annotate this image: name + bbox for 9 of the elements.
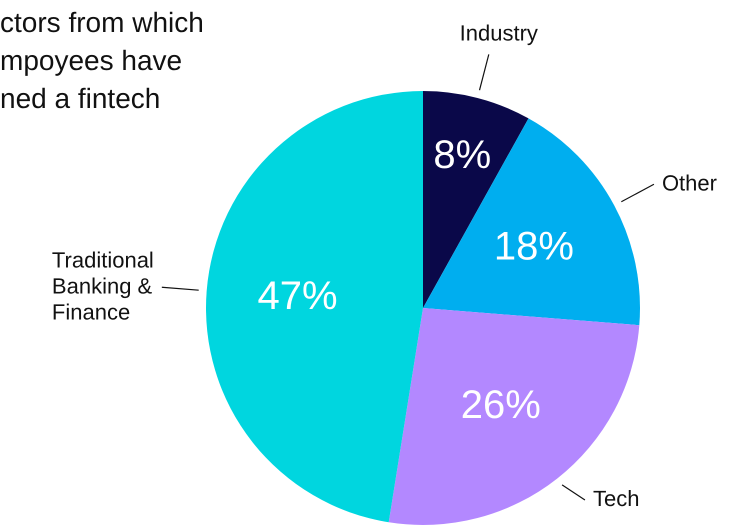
slice-label: Tech [592, 486, 640, 512]
slice-label: Traditional Banking & Finance [52, 247, 154, 324]
data-label: 18% [494, 224, 574, 269]
data-label: 8% [433, 132, 492, 177]
data-label: 47% [258, 274, 338, 318]
data-label: 26% [460, 382, 541, 427]
slice-label: Industry [460, 20, 538, 46]
slice-label: Other [662, 170, 717, 196]
text: ctors from which mpoyees have ned a fintech [0, 6, 204, 116]
